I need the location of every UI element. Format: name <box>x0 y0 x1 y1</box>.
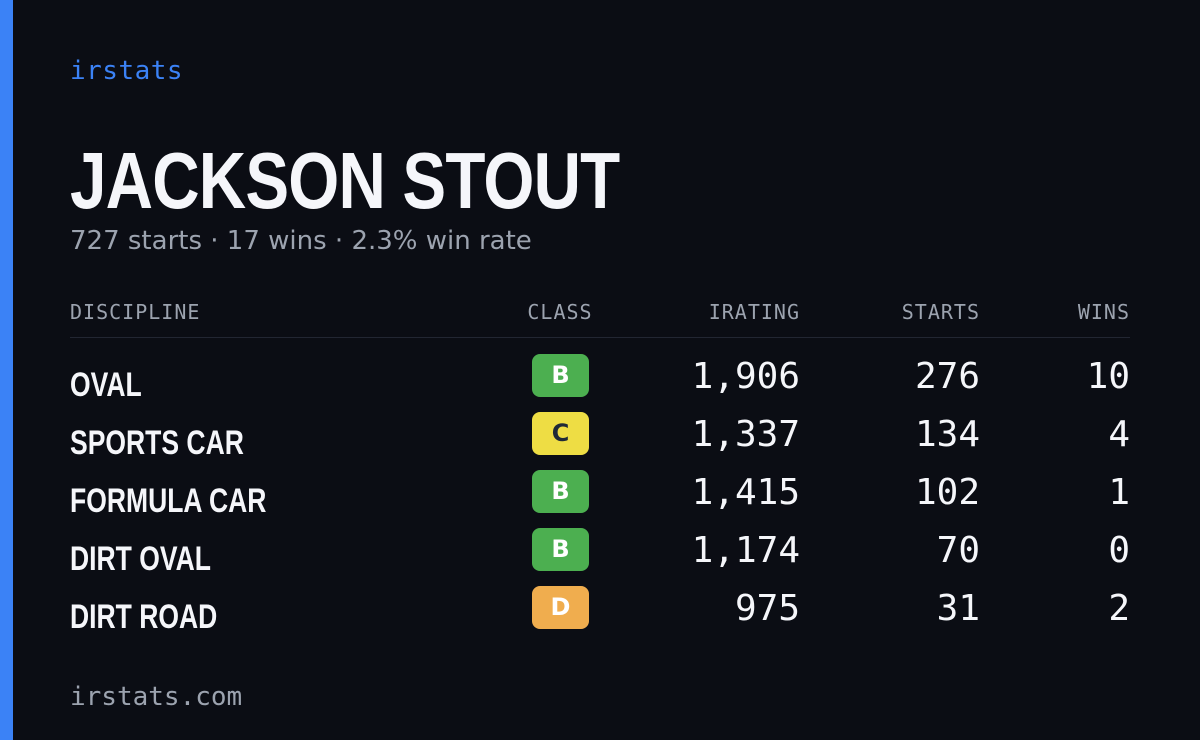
wins-value: 10 <box>1086 356 1130 397</box>
table-header: DISCIPLINE CLASS IRATING STARTS WINS <box>70 298 1130 338</box>
table-body: OVAL B 1,906 276 10 SPORTS CAR C 1,337 1… <box>70 338 1130 644</box>
header-class: CLASS <box>527 300 593 324</box>
starts-value: 70 <box>936 530 980 571</box>
header-wins: WINS <box>1077 300 1130 324</box>
discipline-table: DISCIPLINE CLASS IRATING STARTS WINS OVA… <box>70 298 1130 644</box>
header-starts: STARTS <box>901 300 980 324</box>
discipline-name: DIRT ROAD <box>70 598 218 636</box>
irating-value: 975 <box>734 588 800 629</box>
table-row: SPORTS CAR C 1,337 134 4 <box>70 412 1130 470</box>
discipline-name: OVAL <box>70 366 142 404</box>
class-badge: D <box>532 586 589 629</box>
discipline-name: FORMULA CAR <box>70 482 267 520</box>
table-row: DIRT OVAL B 1,174 70 0 <box>70 528 1130 586</box>
class-badge: C <box>532 412 589 455</box>
driver-name: JACKSON STOUT <box>70 136 620 225</box>
wins-value: 0 <box>1108 530 1130 571</box>
table-row: FORMULA CAR B 1,415 102 1 <box>70 470 1130 528</box>
irating-value: 1,174 <box>691 530 800 571</box>
header-discipline: DISCIPLINE <box>70 300 201 324</box>
class-badge: B <box>532 528 589 571</box>
starts-value: 31 <box>936 588 980 629</box>
irating-value: 1,415 <box>691 472 800 513</box>
accent-bar <box>0 0 13 740</box>
discipline-name: DIRT OVAL <box>70 540 211 578</box>
discipline-name: SPORTS CAR <box>70 424 244 462</box>
table-row: DIRT ROAD D 975 31 2 <box>70 586 1130 644</box>
irating-value: 1,906 <box>691 356 800 397</box>
starts-value: 134 <box>914 414 980 455</box>
table-row: OVAL B 1,906 276 10 <box>70 354 1130 412</box>
brand-logo: irstats <box>70 56 184 86</box>
wins-value: 1 <box>1108 472 1130 513</box>
wins-value: 4 <box>1108 414 1130 455</box>
header-irating: IRATING <box>708 300 800 324</box>
footer-url: irstats.com <box>70 682 243 712</box>
career-summary: 727 starts · 17 wins · 2.3% win rate <box>70 226 532 256</box>
class-badge: B <box>532 354 589 397</box>
irating-value: 1,337 <box>691 414 800 455</box>
starts-value: 276 <box>914 356 980 397</box>
class-badge: B <box>532 470 589 513</box>
starts-value: 102 <box>914 472 980 513</box>
wins-value: 2 <box>1108 588 1130 629</box>
